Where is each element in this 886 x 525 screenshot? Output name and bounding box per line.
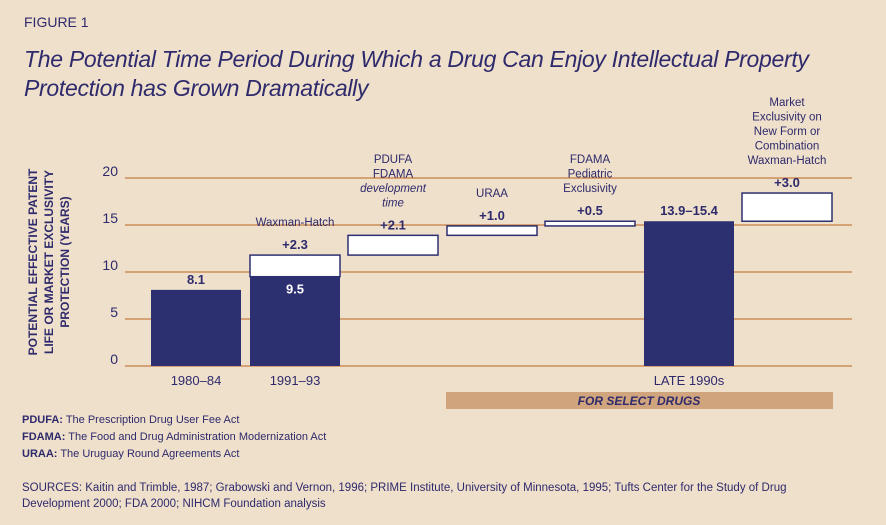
value-label: +1.0 [479, 208, 505, 223]
value-label: +3.0 [774, 175, 800, 190]
value-label: +2.1 [380, 217, 406, 232]
bar-annotation: Waxman-Hatch [748, 155, 827, 167]
abbreviation-definition: The Prescription Drug User Fee Act [65, 414, 240, 426]
chart-area: 0 5 10 15 20 POTENTIAL EFFECTIVE PATENT LIFE O… [26, 97, 852, 409]
bar-annotation: Waxman-Hatch [256, 217, 335, 229]
chart-title: The Potential Time Period During Which a… [24, 46, 809, 101]
bar-annotation: FDAMA [373, 168, 414, 180]
abbreviation-term: FDAMA: [22, 431, 66, 443]
bar-annotation: Market [769, 97, 805, 109]
value-label: 9.5 [286, 282, 304, 297]
bar-late-1990s [644, 221, 734, 366]
bar-annotation: URAA [476, 188, 508, 200]
bar-annotation: time [382, 197, 404, 209]
bar-annotation: development [360, 183, 427, 195]
bar-1980-84 [151, 289, 241, 366]
abbreviation-pdufa: PDUFA: The Prescription Drug User Fee Ac… [22, 414, 239, 426]
increment-box-waxman-hatch-1 [249, 254, 341, 278]
bar-1991-93 [250, 276, 340, 366]
sources-note: SOURCES: Kaitin and Trimble, 1987; Grabo… [22, 482, 787, 510]
abbreviation-uraa: URAA: The Uruguay Round Agreements Act [22, 448, 239, 460]
bar-annotation: Exclusivity [563, 183, 617, 195]
y-tick-label: 15 [102, 210, 118, 226]
increment-box-pdufa-fdama [347, 234, 439, 256]
bar-annotation: Exclusivity on [752, 112, 822, 124]
abbreviation-definition: The Food and Drug Administration Moderni… [68, 431, 327, 443]
x-category-label: 1980–84 [171, 373, 222, 388]
y-axis-title-line: LIFE OR MARKET EXCLUSIVITY [42, 170, 56, 354]
value-label: +0.5 [577, 203, 603, 218]
y-tick-label: 10 [102, 257, 118, 273]
bar-annotation: New Form or [754, 126, 821, 138]
y-axis-title-line: POTENTIAL EFFECTIVE PATENT [26, 168, 40, 355]
value-label: 13.9–15.4 [660, 203, 719, 218]
y-tick-label: 20 [102, 163, 118, 179]
value-label: 8.1 [187, 272, 205, 287]
figure-label: FIGURE 1 [24, 14, 89, 30]
bar-annotation: Combination [755, 141, 820, 153]
increment-box-fdama-pediatric [544, 220, 636, 227]
value-label: +2.3 [282, 237, 308, 252]
abbreviation-definition: The Uruguay Round Agreements Act [60, 448, 240, 460]
y-axis-title-line: PROTECTION (YEARS) [58, 196, 72, 327]
abbreviation-term: PDUFA: [22, 414, 63, 426]
bar-annotation: FDAMA [570, 154, 611, 166]
increment-box-waxman-hatch-2 [741, 192, 833, 222]
abbreviation-term: URAA: [22, 448, 58, 460]
increment-box-uraa [446, 225, 538, 237]
y-tick-label: 0 [110, 351, 118, 367]
x-category-label: LATE 1990s [654, 373, 725, 388]
abbreviation-fdama: FDAMA: The Food and Drug Administration … [22, 431, 326, 443]
bar-annotation: Pediatric [568, 169, 613, 181]
select-drugs-band [446, 392, 833, 409]
x-category-label: 1991–93 [270, 373, 321, 388]
bar-annotation: PDUFA [374, 154, 413, 166]
select-drugs-label: FOR SELECT DRUGS [578, 394, 701, 408]
y-tick-label: 5 [110, 304, 118, 320]
